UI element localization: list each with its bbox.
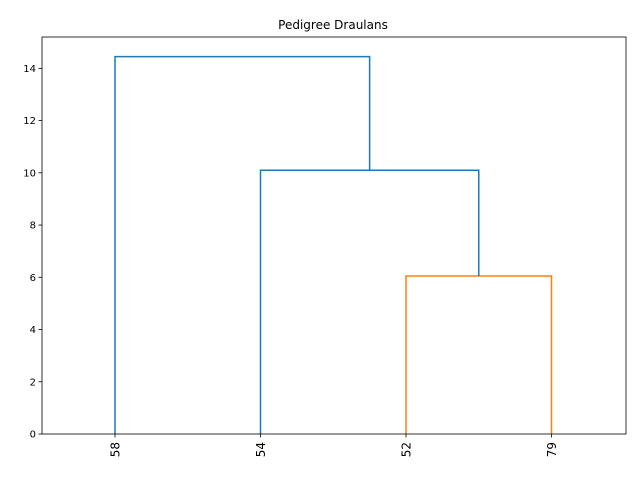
leaf-label-79: 79	[545, 442, 559, 457]
y-tick-label: 8	[30, 221, 36, 232]
dendrogram-link-2	[259, 169, 480, 434]
y-tick-label: 12	[23, 116, 36, 127]
leaf-label-54: 54	[254, 442, 268, 457]
plot-frame	[41, 36, 627, 435]
leaf-label-58: 58	[109, 442, 123, 457]
dendrogram-link-1	[405, 275, 553, 434]
y-tick-label: 10	[23, 168, 36, 179]
dendrogram-links	[114, 55, 553, 434]
dendrogram-link-3	[114, 55, 371, 434]
chart-title: Pedigree Draulans	[278, 18, 388, 32]
y-axis: 0 2 4 6 8 10 12 14	[23, 64, 42, 441]
y-tick-label: 14	[23, 64, 36, 75]
y-tick-label: 4	[30, 325, 36, 336]
y-tick-label: 0	[30, 430, 36, 441]
y-tick-label: 6	[30, 273, 36, 284]
x-axis: 58 54 52 79	[109, 434, 559, 457]
y-tick-label: 2	[30, 377, 36, 388]
leaf-label-52: 52	[400, 442, 414, 457]
